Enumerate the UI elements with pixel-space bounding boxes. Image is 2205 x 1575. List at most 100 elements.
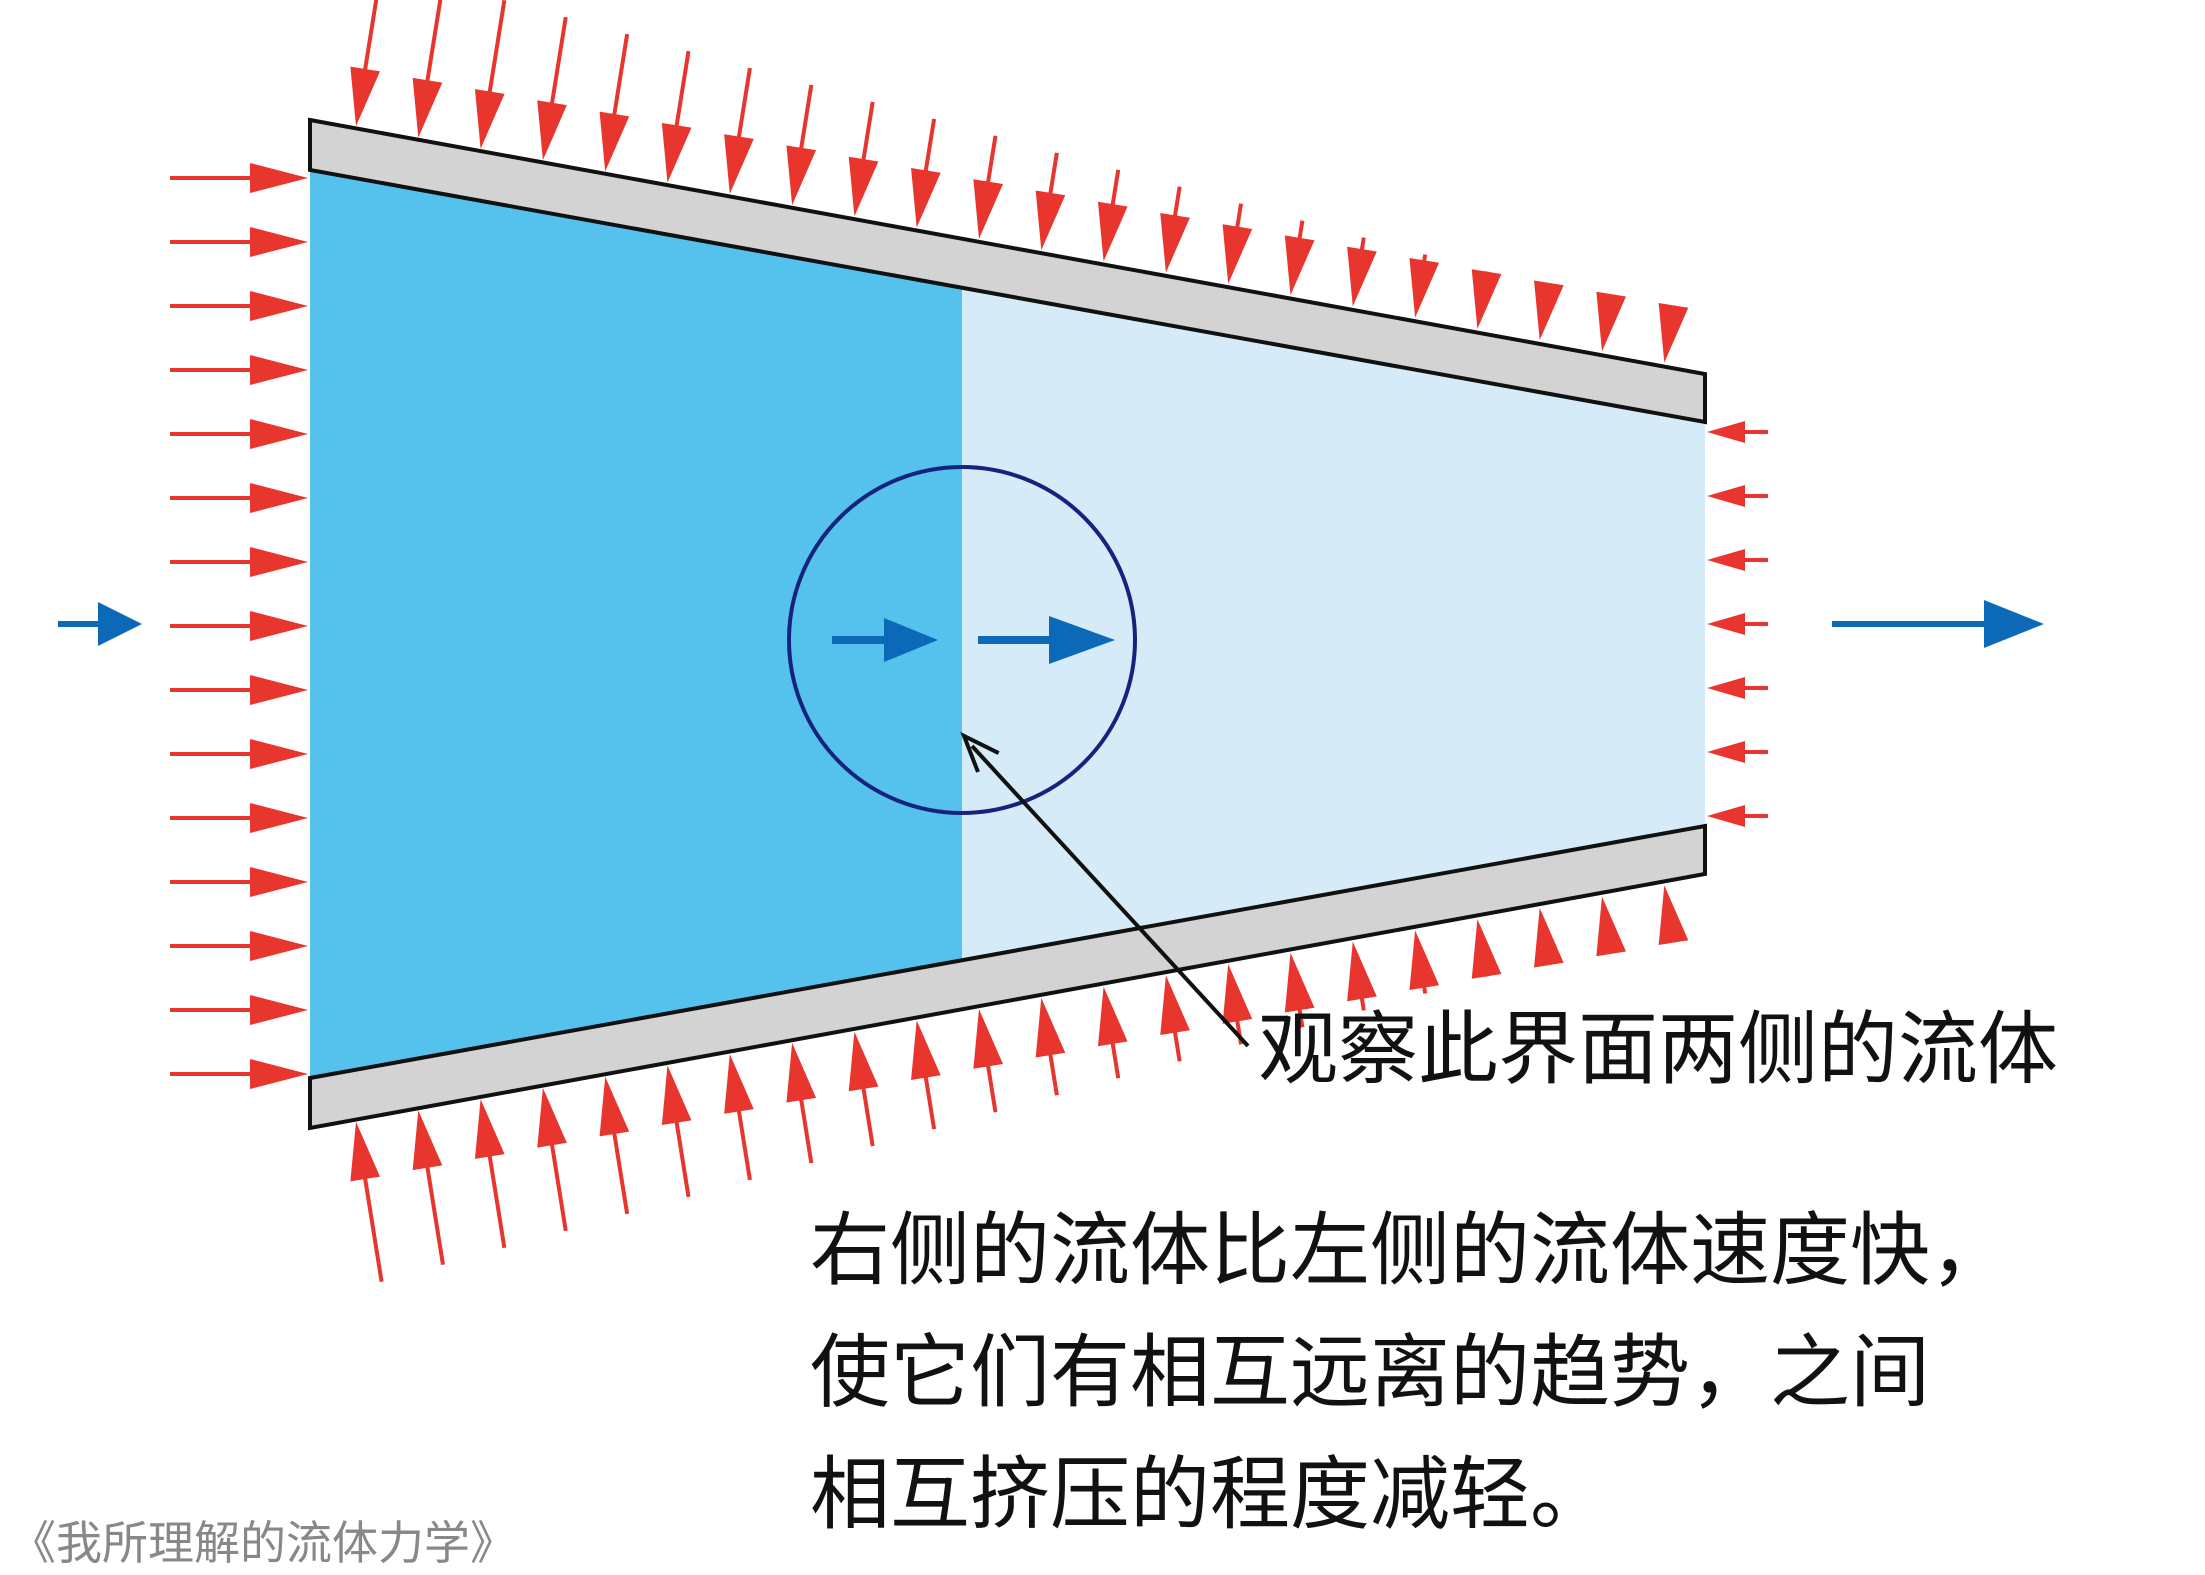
pressure-arrow-bottom-shaft bbox=[1172, 1030, 1182, 1062]
pressure-arrow-top bbox=[1347, 237, 1377, 307]
pressure-arrow-left bbox=[170, 1059, 308, 1089]
source-caption: 《我所理解的流体力学》 bbox=[10, 1516, 516, 1570]
pressure-arrow-bottom bbox=[724, 1054, 754, 1181]
pressure-arrow-top-head bbox=[724, 134, 754, 194]
inflow-arrow bbox=[58, 602, 142, 646]
pressure-arrow-left bbox=[170, 227, 308, 257]
pressure-arrow-top-head bbox=[911, 167, 941, 228]
pressure-arrow-left-head bbox=[250, 355, 308, 385]
pressure-arrow-right-head bbox=[1707, 741, 1745, 763]
pressure-arrow-top bbox=[1284, 220, 1315, 296]
pressure-arrows bbox=[170, 0, 1768, 1283]
pressure-arrow-bottom-head bbox=[911, 1020, 941, 1081]
pressure-arrow-bottom bbox=[786, 1042, 817, 1164]
pressure-arrow-bottom-head bbox=[412, 1110, 443, 1171]
pressure-arrow-right-head bbox=[1707, 421, 1745, 443]
pressure-arrow-left-head bbox=[250, 995, 308, 1025]
pressure-arrow-top-head bbox=[1471, 269, 1502, 329]
pressure-arrow-left-head bbox=[250, 803, 308, 833]
pressure-arrow-top-head bbox=[1222, 224, 1253, 284]
explanation-line-2: 使它们有相互远离的趋势，之间 bbox=[810, 1326, 1930, 1419]
pressure-arrow-top-shaft bbox=[923, 118, 937, 173]
explanation-line-1: 右侧的流体比左侧的流体速度快， bbox=[810, 1204, 2010, 1297]
fluid-region bbox=[310, 170, 1705, 1078]
pressure-arrow-top-shaft bbox=[736, 67, 752, 139]
pressure-arrow-top bbox=[1409, 254, 1440, 318]
pressure-arrow-left bbox=[170, 867, 308, 897]
pressure-arrow-top-head bbox=[1534, 280, 1564, 341]
pressure-arrow-top bbox=[911, 118, 941, 228]
pressure-arrow-left bbox=[170, 931, 308, 961]
pressure-arrow-left-head bbox=[250, 291, 308, 321]
pressure-arrow-left bbox=[170, 547, 308, 577]
pressure-arrow-top bbox=[537, 16, 568, 161]
pressure-arrow-top bbox=[412, 0, 443, 138]
pressure-arrow-top-head bbox=[474, 89, 505, 149]
inflow-arrow-head bbox=[98, 602, 142, 646]
pressure-arrow-bottom-shaft bbox=[549, 1142, 568, 1232]
pressure-arrow-bottom bbox=[537, 1087, 568, 1232]
pressure-arrow-top-shaft bbox=[861, 101, 875, 162]
pressure-arrow-left bbox=[170, 803, 308, 833]
pointer-arrow bbox=[960, 731, 1250, 1048]
pressure-arrow-top-head bbox=[1347, 246, 1377, 307]
pressure-arrow-top-shaft bbox=[549, 16, 568, 106]
pressure-arrow-bottom-head bbox=[474, 1099, 505, 1159]
pressure-arrow-bottom-shaft bbox=[612, 1131, 630, 1215]
pressure-arrow-bottom-shaft bbox=[1359, 996, 1366, 1011]
right-side-velocity-arrow-head bbox=[1049, 616, 1115, 664]
flow-arrows bbox=[58, 600, 2044, 664]
pressure-arrow-left bbox=[170, 675, 308, 705]
pressure-arrow-top-shaft bbox=[1359, 237, 1366, 252]
pressure-arrow-left-head bbox=[250, 1059, 308, 1089]
bottom-wall bbox=[308, 823, 1707, 1131]
pressure-arrow-right bbox=[1707, 549, 1768, 571]
pressure-arrow-left bbox=[170, 355, 308, 385]
pressure-arrow-bottom bbox=[973, 1009, 1003, 1113]
pressure-arrow-bottom-shaft bbox=[362, 1176, 384, 1283]
pressure-arrow-top-shaft bbox=[425, 0, 443, 83]
pressure-arrow-bottom-head bbox=[1097, 986, 1128, 1047]
pressure-arrow-left-head bbox=[250, 419, 308, 449]
pressure-arrow-top-shaft bbox=[985, 135, 998, 184]
pressure-arrow-top-head bbox=[973, 179, 1003, 239]
pressure-arrow-top bbox=[1035, 152, 1066, 251]
pressure-arrow-top-head bbox=[786, 145, 817, 206]
pressure-arrow-top-shaft bbox=[1110, 169, 1121, 207]
pressure-arrow-bottom-head bbox=[1409, 930, 1440, 991]
pressure-arrow-bottom-shaft bbox=[1297, 1007, 1305, 1028]
pressure-arrow-right bbox=[1707, 485, 1768, 507]
pressure-arrow-left-head bbox=[250, 227, 308, 257]
pressure-arrow-left bbox=[170, 483, 308, 513]
left-side-velocity-arrow-head bbox=[884, 618, 938, 662]
pressure-arrow-left-head bbox=[250, 163, 308, 193]
pressure-arrow-top-head bbox=[1160, 212, 1190, 273]
pressure-arrow-left bbox=[170, 995, 308, 1025]
pressure-arrow-bottom bbox=[1534, 907, 1564, 968]
pressure-arrow-top-shaft bbox=[798, 84, 814, 151]
pressure-arrow-top-shaft bbox=[674, 50, 691, 128]
pressure-arrow-bottom-head bbox=[724, 1054, 754, 1114]
pressure-arrow-top bbox=[1160, 186, 1190, 273]
pointer-head bbox=[960, 731, 1000, 773]
pressure-arrow-left-head bbox=[250, 547, 308, 577]
top-wall bbox=[308, 117, 1707, 425]
pressure-arrow-top bbox=[973, 135, 1003, 239]
pressure-arrow-top bbox=[1097, 169, 1128, 262]
pressure-arrow-bottom-head bbox=[661, 1065, 692, 1126]
outflow-arrow-head bbox=[1984, 600, 2044, 648]
pressure-arrow-bottom-head bbox=[599, 1076, 630, 1137]
pressure-arrow-left bbox=[170, 163, 308, 193]
pressure-arrow-bottom bbox=[661, 1065, 692, 1198]
pressure-arrow-bottom-head bbox=[1658, 885, 1689, 945]
pressure-arrow-top bbox=[599, 33, 630, 172]
pressure-arrow-top-head bbox=[537, 100, 567, 161]
pressure-arrow-right bbox=[1707, 677, 1768, 699]
pointer-line bbox=[970, 744, 1250, 1048]
pressure-arrow-bottom-head bbox=[537, 1087, 567, 1148]
outflow-arrow bbox=[1832, 600, 2044, 648]
pressure-arrow-top-head bbox=[1284, 235, 1315, 296]
interface-highlight bbox=[787, 465, 1250, 1048]
